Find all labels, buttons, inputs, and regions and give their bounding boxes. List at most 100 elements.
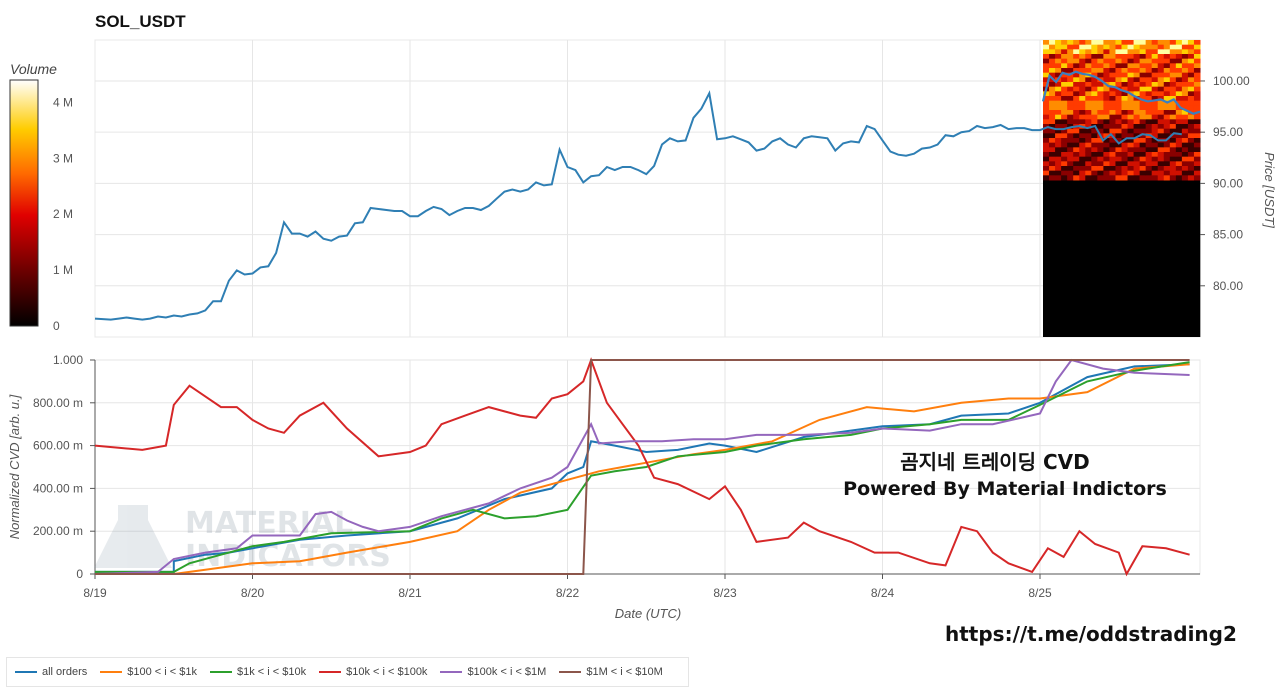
heatmap-cell xyxy=(1055,54,1062,60)
heatmap-cell xyxy=(1157,170,1165,176)
legend-item[interactable]: all orders xyxy=(15,666,87,678)
heatmap-cell xyxy=(1115,128,1122,134)
heatmap-cell xyxy=(1115,58,1122,64)
legend-item[interactable]: $1k < i < $10k xyxy=(209,666,306,678)
heatmap-cell xyxy=(1127,100,1135,106)
heatmap-cell xyxy=(1193,124,1201,130)
heatmap-cell xyxy=(1163,142,1171,148)
heatmap-cell xyxy=(1091,110,1098,116)
heatmap-cell xyxy=(1121,54,1129,60)
heatmap-cell xyxy=(1127,68,1135,74)
heatmap-cell xyxy=(1139,142,1147,148)
heatmap-cell xyxy=(1085,166,1092,172)
heatmap-cell xyxy=(1043,152,1050,158)
heatmap-cell xyxy=(1055,110,1062,116)
heatmap-cell xyxy=(1175,110,1183,116)
heatmap-cell xyxy=(1049,128,1056,134)
heatmap-cell xyxy=(1181,86,1189,92)
heatmap-cell xyxy=(1043,110,1050,116)
date-axis-label: Date (UTC) xyxy=(615,606,681,621)
heatmap-cell xyxy=(1163,68,1171,74)
heatmap-cell xyxy=(1121,44,1129,50)
legend-item[interactable]: $100 < i < $1k xyxy=(100,666,197,678)
heatmap-cell xyxy=(1097,68,1104,74)
heatmap-cell xyxy=(1151,161,1159,167)
heatmap-cell xyxy=(1193,82,1201,88)
heatmap-cell xyxy=(1145,156,1153,162)
heatmap-cell xyxy=(1055,96,1062,102)
heatmap-cell xyxy=(1097,124,1104,130)
heatmap-cell xyxy=(1043,142,1050,148)
heatmap-cell xyxy=(1133,142,1141,148)
heatmap-cell xyxy=(1169,63,1177,69)
heatmap-cell xyxy=(1091,138,1098,144)
heatmap-cell xyxy=(1103,114,1110,120)
heatmap-cell xyxy=(1115,68,1122,74)
heatmap-cell xyxy=(1121,175,1129,181)
heatmap-cell xyxy=(1061,133,1068,139)
heatmap-cell xyxy=(1133,152,1141,158)
heatmap-cell xyxy=(1103,63,1110,69)
heatmap-cell xyxy=(1151,124,1159,130)
price-line xyxy=(94,90,1182,321)
heatmap-cell xyxy=(1181,133,1189,139)
heatmap-cell xyxy=(1115,133,1122,139)
heatmap-cell xyxy=(1169,166,1177,172)
heatmap-cell xyxy=(1193,175,1201,181)
heatmap-cell xyxy=(1043,72,1050,78)
heatmap-cell xyxy=(1169,147,1177,153)
heatmap-cell xyxy=(1133,110,1141,116)
heatmap-cell xyxy=(1139,58,1147,64)
legend-item[interactable]: $10k < i < $100k xyxy=(319,666,427,678)
telegram-link[interactable]: https://t.me/oddstrading2 xyxy=(945,622,1237,646)
heatmap-cell xyxy=(1079,49,1086,55)
heatmap-cell xyxy=(1085,147,1092,153)
heatmap-cell xyxy=(1133,114,1141,120)
heatmap-cell xyxy=(1043,175,1050,181)
heatmap-cell xyxy=(1151,44,1159,50)
heatmap-cell xyxy=(1145,68,1153,74)
heatmap-cell xyxy=(1085,142,1092,148)
heatmap-cell xyxy=(1139,138,1147,144)
heatmap-cell xyxy=(1043,100,1050,106)
heatmap-cell xyxy=(1103,133,1110,139)
heatmap-cell xyxy=(1163,96,1171,102)
legend-item[interactable]: $100k < i < $1M xyxy=(440,666,546,678)
legend-item[interactable]: $1M < i < $10M xyxy=(559,666,663,678)
heatmap-cell xyxy=(1109,58,1116,64)
heatmap-cell xyxy=(1079,58,1086,64)
heatmap-cell xyxy=(1145,96,1153,102)
heatmap-cell xyxy=(1043,96,1050,102)
heatmap-cell xyxy=(1049,114,1056,120)
heatmap-cell xyxy=(1175,152,1183,158)
heatmap-cell xyxy=(1169,119,1177,125)
heatmap-cell xyxy=(1175,124,1183,130)
heatmap-cell xyxy=(1121,161,1129,167)
heatmap-cell xyxy=(1193,96,1201,102)
heatmap-cell xyxy=(1115,175,1122,181)
heatmap-cell xyxy=(1043,133,1050,139)
heatmap-cell xyxy=(1163,119,1171,125)
heatmap-cell xyxy=(1109,170,1116,176)
heatmap-cell xyxy=(1073,82,1080,88)
heatmap-cell xyxy=(1067,170,1074,176)
heatmap-cell xyxy=(1073,40,1080,46)
heatmap-cell xyxy=(1157,58,1165,64)
heatmap-cell xyxy=(1169,152,1177,158)
heatmap-cell xyxy=(1145,170,1153,176)
heatmap-cell xyxy=(1169,142,1177,148)
heatmap-cell xyxy=(1145,119,1153,125)
heatmap-cell xyxy=(1127,161,1135,167)
heatmap-cell xyxy=(1067,128,1074,134)
heatmap-cell xyxy=(1049,156,1056,162)
heatmap-cell xyxy=(1151,91,1159,97)
heatmap-cell xyxy=(1085,156,1092,162)
heatmap-cell xyxy=(1175,161,1183,167)
heatmap-cell xyxy=(1151,175,1159,181)
heatmap-cell xyxy=(1073,170,1080,176)
heatmap-cell xyxy=(1139,49,1147,55)
heatmap-cell xyxy=(1127,86,1135,92)
heatmap-cell xyxy=(1115,91,1122,97)
heatmap-cell xyxy=(1103,147,1110,153)
heatmap-cell xyxy=(1073,161,1080,167)
